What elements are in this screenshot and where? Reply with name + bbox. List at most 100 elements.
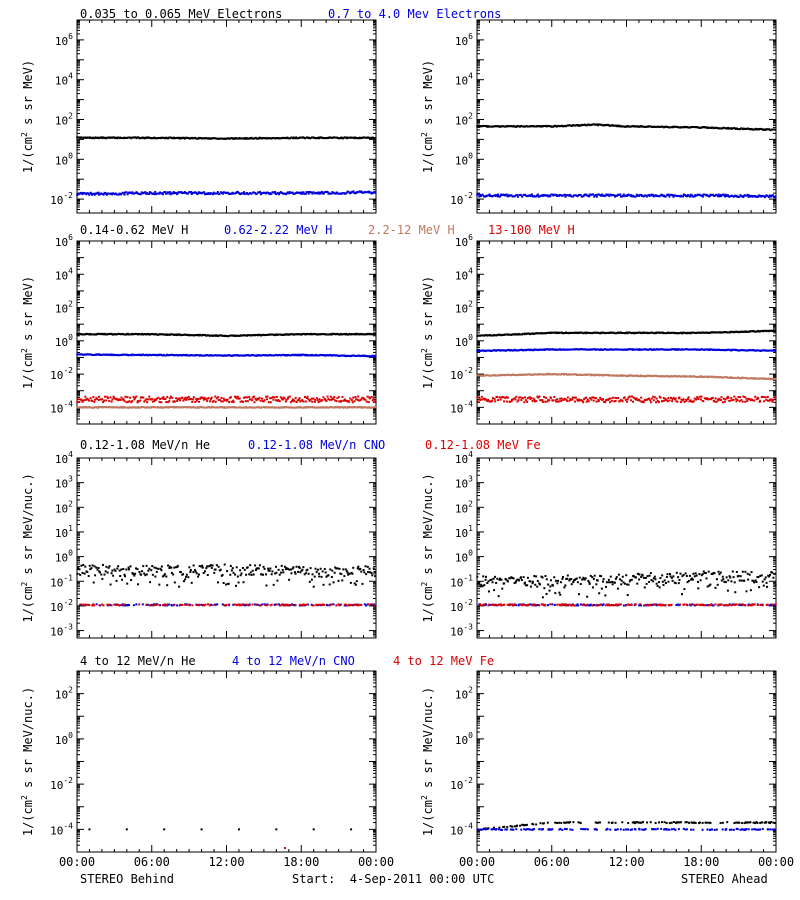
data-point — [372, 137, 375, 140]
data-point — [282, 396, 285, 399]
data-point — [630, 332, 633, 335]
data-point — [324, 137, 327, 140]
data-point — [634, 331, 637, 334]
data-point — [752, 330, 755, 333]
data-point — [351, 190, 354, 193]
data-point — [628, 348, 631, 351]
data-point — [358, 405, 361, 408]
data-point — [261, 333, 264, 336]
data-point — [723, 400, 726, 403]
data-point — [190, 191, 193, 194]
data-point — [645, 398, 648, 401]
data-point — [192, 396, 195, 399]
data-point — [653, 125, 656, 128]
data-point — [282, 406, 285, 409]
data-point — [225, 399, 228, 402]
data-point — [656, 331, 659, 334]
data-point — [642, 348, 645, 351]
data-point — [754, 395, 757, 398]
data-point — [484, 334, 487, 337]
data-point — [608, 397, 611, 400]
data-point — [111, 136, 114, 139]
data-point — [671, 400, 674, 403]
data-point — [107, 136, 110, 139]
data-point — [495, 349, 498, 352]
data-point — [599, 396, 602, 399]
data-point — [99, 406, 102, 409]
data-point — [575, 124, 578, 127]
data-point — [252, 137, 255, 140]
data-point — [372, 397, 375, 400]
data-point — [318, 137, 321, 140]
data-point — [555, 331, 558, 334]
data-point — [240, 192, 243, 195]
data-point — [193, 568, 196, 571]
data-point — [322, 333, 325, 336]
data-point — [236, 406, 239, 409]
data-point — [573, 348, 576, 351]
data-point — [706, 398, 709, 401]
series-points — [476, 123, 777, 132]
data-point — [707, 126, 710, 129]
data-point — [126, 193, 129, 196]
data-point — [709, 126, 712, 129]
data-point — [230, 354, 233, 357]
data-point — [333, 191, 336, 194]
data-point — [609, 124, 612, 127]
data-point — [518, 373, 521, 376]
data-point — [686, 125, 689, 128]
data-point — [160, 136, 163, 139]
data-point — [583, 193, 586, 196]
data-point — [727, 376, 730, 379]
data-point — [701, 376, 704, 379]
data-point — [342, 333, 345, 336]
data-point — [609, 401, 612, 404]
data-point — [674, 348, 677, 351]
data-point — [605, 123, 608, 126]
data-point — [692, 400, 695, 403]
data-point — [224, 406, 227, 409]
data-point — [600, 348, 603, 351]
data-point — [218, 406, 221, 409]
data-point — [103, 399, 106, 402]
data-point — [215, 564, 218, 567]
data-point — [311, 400, 314, 403]
data-point — [504, 374, 507, 377]
data-point — [680, 375, 683, 378]
data-point — [272, 136, 275, 139]
data-point — [184, 398, 187, 401]
data-point — [328, 398, 331, 401]
data-point — [530, 373, 533, 376]
data-point — [237, 581, 240, 584]
data-point — [499, 195, 502, 198]
data-point — [477, 193, 480, 196]
data-point — [560, 399, 563, 402]
data-point — [676, 126, 679, 129]
data-point — [530, 332, 533, 335]
data-point — [501, 125, 504, 128]
data-point — [133, 333, 136, 336]
data-point — [502, 373, 505, 376]
data-point — [512, 333, 515, 336]
data-point — [764, 196, 767, 199]
data-point — [243, 191, 246, 194]
data-point — [583, 398, 586, 401]
data-point — [759, 400, 762, 403]
data-point — [558, 125, 561, 128]
data-point — [138, 570, 141, 573]
data-point — [96, 333, 99, 336]
data-point — [586, 331, 589, 334]
data-point — [510, 400, 513, 403]
data-point — [247, 137, 250, 140]
data-point — [148, 191, 151, 194]
data-point — [751, 399, 754, 402]
data-point — [201, 333, 204, 336]
data-point — [592, 123, 595, 126]
data-point — [753, 399, 756, 402]
data-point — [553, 193, 556, 196]
series-points — [76, 405, 377, 409]
data-point — [136, 583, 139, 586]
data-point — [678, 375, 681, 378]
data-point — [699, 126, 702, 129]
data-point — [283, 137, 286, 140]
